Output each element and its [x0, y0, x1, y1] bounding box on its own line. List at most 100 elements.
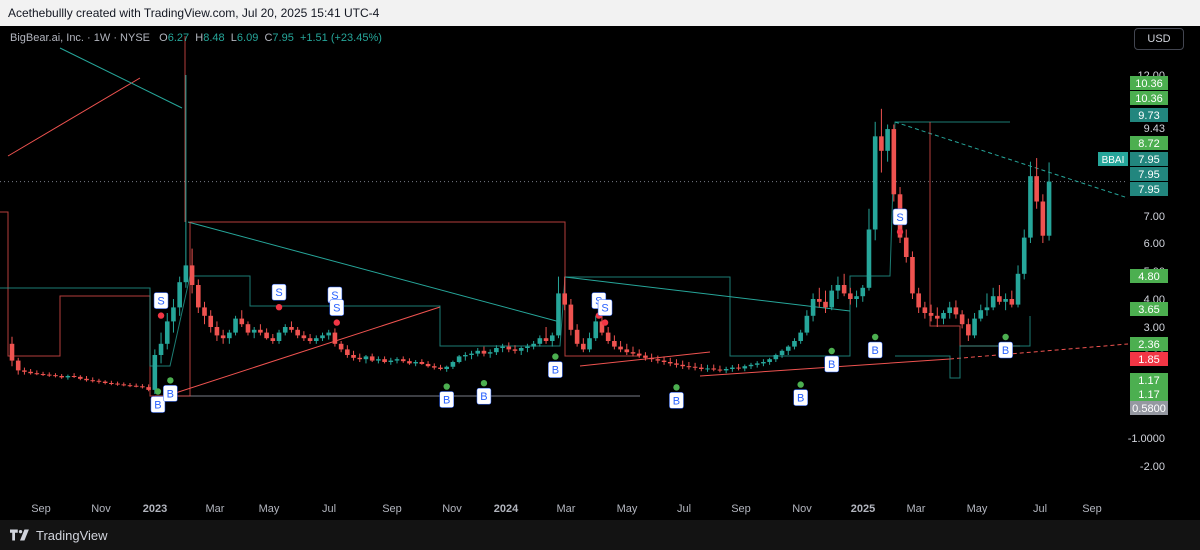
candle-body	[1028, 176, 1033, 238]
price-label-box	[1130, 337, 1168, 351]
candle-body	[1034, 176, 1039, 202]
candle-body	[593, 321, 599, 339]
y-tick-label: 3.00	[1144, 322, 1165, 334]
candle-body	[798, 332, 803, 341]
candle-body	[289, 327, 294, 330]
candle-body	[227, 332, 232, 339]
price-label-text: 7.95	[1138, 154, 1159, 166]
candle-body	[214, 327, 220, 336]
candle-body	[450, 362, 456, 367]
candle-body	[525, 346, 530, 348]
buy-dot	[673, 384, 680, 391]
candle-body	[320, 335, 325, 339]
candle-body	[313, 338, 319, 341]
price-label-text: 10.36	[1135, 78, 1163, 90]
x-tick-label: Sep	[731, 503, 751, 515]
buy-dot	[480, 380, 488, 387]
candle-body	[301, 335, 307, 339]
candle-body	[431, 366, 437, 368]
candle-body	[500, 346, 505, 348]
candle-body	[164, 321, 170, 344]
candle-body	[549, 335, 555, 341]
open-value: 6.27	[167, 32, 190, 44]
candle-body	[978, 310, 984, 319]
candle-body	[636, 353, 642, 356]
buy-signal-label: B	[443, 395, 450, 407]
currency-button[interactable]: USD	[1134, 28, 1184, 50]
candle-body	[115, 383, 120, 385]
price-label-text: 3.65	[1138, 304, 1159, 316]
candle-body	[140, 386, 145, 388]
buy-signal-label: B	[167, 388, 174, 400]
buy-dot	[443, 383, 450, 390]
candle-body	[15, 360, 21, 371]
x-tick-label: May	[617, 503, 638, 515]
candle-body	[65, 376, 71, 378]
candle-body	[158, 343, 164, 355]
candle-body	[773, 355, 779, 360]
candle-body	[537, 338, 543, 344]
buy-signal-label: B	[480, 391, 487, 403]
candle-body	[612, 341, 617, 347]
candle-body	[202, 307, 207, 316]
buy-signal-badge	[669, 392, 684, 409]
candle-body	[332, 332, 338, 344]
sell-signal-label: S	[333, 303, 340, 315]
candle-body	[177, 282, 182, 308]
candle-body	[947, 307, 953, 313]
candle-body	[84, 378, 89, 381]
chart-area[interactable]: Sep Nov 2023 Mar May Jul Sep Nov 2024 Mar May Jul Se…	[0, 26, 1200, 520]
candle-body	[220, 335, 226, 339]
candle-body	[618, 346, 623, 350]
sell-signal-badge	[329, 299, 345, 316]
sell-signal-label: S	[896, 212, 903, 224]
price-chart[interactable]: Sep Nov 2023 Mar May Jul Sep Nov 2024 Mar May Jul Se…	[0, 26, 1200, 520]
candle-body	[78, 376, 83, 379]
high-label: H	[195, 32, 204, 44]
candle-body	[264, 332, 269, 339]
candle-body	[239, 318, 245, 325]
price-label-text: 1.85	[1138, 354, 1159, 366]
candle-body	[568, 304, 574, 330]
candle-body	[326, 332, 332, 336]
candle-body	[966, 324, 971, 336]
candle-body	[866, 229, 872, 288]
buy-signal-badge	[867, 341, 883, 359]
candle-body	[885, 129, 890, 151]
candle-body	[649, 357, 654, 360]
trendline-red-proj	[949, 343, 1129, 360]
candle-body	[1015, 273, 1021, 305]
buy-signal-label: B	[797, 393, 804, 405]
candle-body	[742, 366, 748, 369]
candle-body	[829, 290, 835, 308]
candle-body	[891, 129, 897, 195]
candle-body	[90, 380, 96, 382]
candle-body	[903, 237, 909, 257]
x-tick-label: Mar	[206, 503, 225, 515]
buy-dot	[552, 353, 559, 360]
x-tick-label: Nov	[91, 503, 111, 515]
candle-body	[146, 387, 151, 390]
candle-body	[419, 362, 425, 364]
symbol-tag-box	[1098, 152, 1128, 166]
x-tick-label: Jul	[322, 503, 336, 515]
x-tick-label: Nov	[442, 503, 462, 515]
candle-body	[9, 343, 15, 361]
candle-body	[425, 363, 431, 367]
price-label-box	[1130, 182, 1168, 196]
candle-body	[841, 285, 847, 294]
price-label-box	[1130, 167, 1168, 181]
y-tick-label: -1.0000	[1128, 433, 1165, 445]
candle-body	[133, 385, 139, 387]
channel-lower-teal	[895, 316, 1031, 379]
symbol-legend: BigBear.ai, Inc. · 1W · NYSE O6.27 H8.48…	[10, 32, 382, 44]
candle-body	[562, 293, 567, 305]
candle-body	[363, 356, 369, 360]
candle-body	[717, 369, 723, 371]
candle-body	[599, 321, 605, 333]
candle-body	[512, 349, 518, 351]
buy-signal-badge	[476, 387, 492, 405]
y-tick-label: 6.00	[1144, 238, 1165, 250]
candle-body	[941, 313, 946, 319]
candle-body	[922, 307, 928, 313]
